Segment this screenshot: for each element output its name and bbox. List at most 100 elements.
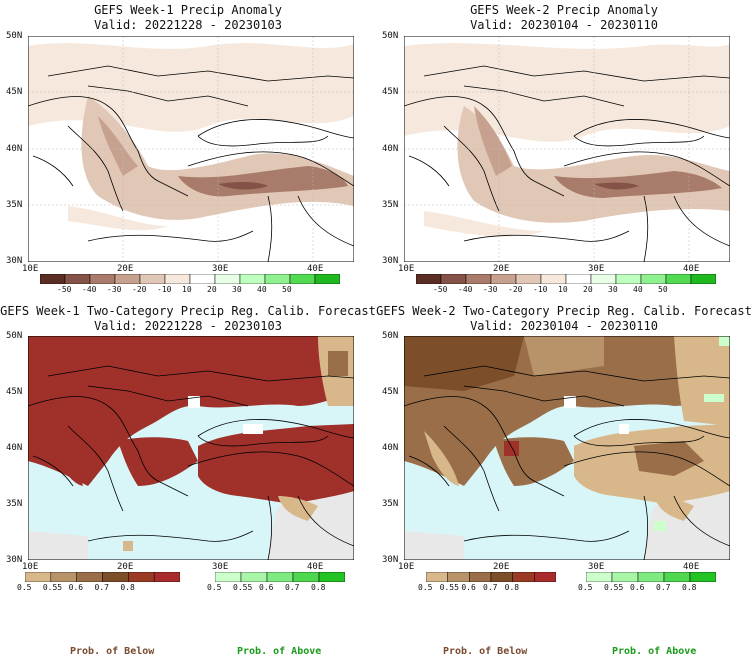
lat-label: 45N	[6, 87, 23, 97]
colorbar-tick-label: 0.55	[42, 583, 63, 592]
lat-label: 35N	[382, 499, 399, 509]
panel-week1-twocat: GEFS Week-1 Two-Category Precip Reg. Cal…	[0, 300, 376, 600]
colorbar-tick-label: 0.8	[682, 583, 697, 592]
prob-above-colorbar-swatch	[215, 572, 242, 582]
lat-label: 40N	[6, 144, 23, 154]
prob-above-colorbar-swatch	[689, 572, 716, 582]
prob-above-colorbar-swatch	[586, 572, 613, 582]
lon-label: 10E	[398, 264, 415, 274]
colorbar-tick-label: -20	[132, 285, 147, 294]
lat-label: 50N	[382, 31, 399, 41]
lon-label: 30E	[212, 264, 229, 274]
prob-above-colorbar-swatch	[637, 572, 665, 582]
colorbar-tick-label: 0.7	[94, 583, 109, 592]
anomaly-colorbar-labels: -50 -40 -30 -20 -10 10 20 30 40 50	[416, 285, 716, 295]
colorbar-tick-label: 0.8	[120, 583, 135, 592]
anomaly-colorbar-swatch	[114, 274, 141, 284]
lat-label: 35N	[382, 200, 399, 210]
colorbar-tick-label: 10	[182, 285, 192, 294]
prob-below-colorbar-swatch	[534, 572, 556, 582]
anomaly-colorbar	[40, 274, 340, 284]
lon-label: 40E	[307, 562, 324, 572]
anomaly-colorbar-swatch	[490, 274, 517, 284]
colorbar-tick-label: -30	[483, 285, 498, 294]
anomaly-colorbar-swatch	[314, 274, 340, 284]
colorbar-tick-label: 0.5	[17, 583, 32, 592]
lon-label: 20E	[493, 562, 510, 572]
prob-above-colorbar	[586, 572, 716, 582]
prob-below-colorbar-swatch	[426, 572, 448, 582]
anomaly-colorbar-swatch	[540, 274, 567, 284]
prob-above-caption: Prob. of Above	[612, 646, 697, 657]
prob-above-colorbar-swatch	[292, 572, 320, 582]
prob-above-colorbar-labels: 0.5 0.55 0.6 0.7 0.8	[207, 583, 345, 593]
anomaly-colorbar-swatch	[64, 274, 91, 284]
anomaly-colorbar-swatch	[214, 274, 241, 284]
colorbar-tick-label: -40	[82, 285, 97, 294]
lon-label: 30E	[588, 562, 605, 572]
colorbar-tick-label: 0.5	[578, 583, 593, 592]
panel-title: GEFS Week-1 Two-Category Precip Reg. Cal…	[0, 304, 376, 318]
lon-label: 20E	[493, 264, 510, 274]
panel-valid-date: Valid: 20230104 - 20230110	[470, 319, 658, 333]
colorbar-tick-label: 40	[633, 285, 643, 294]
panel-title: GEFS Week-2 Two-Category Precip Reg. Cal…	[376, 304, 752, 318]
prob-below-colorbar-swatch	[25, 572, 52, 582]
colorbar-tick-label: 50	[282, 285, 292, 294]
colorbar-tick-label: 30	[608, 285, 618, 294]
lon-label: 40E	[683, 562, 700, 572]
lat-label: 45N	[382, 387, 399, 397]
lat-label: 30N	[382, 256, 399, 266]
colorbar-tick-label: 0.5	[207, 583, 222, 592]
probability-map	[28, 336, 354, 560]
anomaly-colorbar-swatch	[416, 274, 442, 284]
colorbar-tick-label: -10	[533, 285, 548, 294]
panel-week2-twocat: GEFS Week-2 Two-Category Precip Reg. Cal…	[376, 300, 752, 600]
prob-above-caption: Prob. of Above	[237, 646, 322, 657]
lon-label: 10E	[398, 562, 415, 572]
prob-below-colorbar	[25, 572, 180, 582]
prob-above-colorbar-swatch	[611, 572, 639, 582]
anomaly-colorbar	[416, 274, 716, 284]
colorbar-tick-label: 30	[232, 285, 242, 294]
anomaly-colorbar-swatch	[139, 274, 166, 284]
prob-above-colorbar-swatch	[318, 572, 345, 582]
lon-label: 20E	[117, 264, 134, 274]
lon-label: 30E	[212, 562, 229, 572]
probability-map	[404, 336, 730, 560]
colorbar-tick-label: 20	[207, 285, 217, 294]
colorbar-tick-label: 20	[583, 285, 593, 294]
prob-above-colorbar-swatch	[663, 572, 691, 582]
anomaly-colorbar-swatch	[465, 274, 492, 284]
anomaly-map	[404, 36, 730, 262]
prob-below-colorbar-swatch	[102, 572, 129, 582]
lat-label: 30N	[6, 555, 23, 565]
prob-below-colorbar-swatch	[76, 572, 103, 582]
prob-above-colorbar-swatch	[266, 572, 294, 582]
anomaly-map	[28, 36, 354, 262]
colorbar-tick-label: 0.6	[68, 583, 84, 592]
anomaly-colorbar-swatch	[640, 274, 667, 284]
panel-week1-anomaly: GEFS Week-1 Precip Anomaly Valid: 202212…	[0, 0, 376, 300]
lon-label: 40E	[683, 264, 700, 274]
prob-below-colorbar	[426, 572, 556, 582]
lat-label: 35N	[6, 499, 23, 509]
anomaly-colorbar-swatch	[690, 274, 716, 284]
anomaly-colorbar-swatch	[164, 274, 191, 284]
anomaly-colorbar-swatch	[515, 274, 542, 284]
prob-below-colorbar-swatch	[447, 572, 470, 582]
colorbar-tick-label: 0.5	[418, 583, 433, 592]
colorbar-tick-label: 0.55	[439, 583, 459, 592]
prob-above-colorbar	[215, 572, 345, 582]
anomaly-colorbar-labels: -50 -40 -30 -20 -10 10 20 30 40 50	[40, 285, 340, 295]
lon-label: 40E	[307, 264, 324, 274]
prob-below-colorbar-swatch	[490, 572, 513, 582]
anomaly-colorbar-swatch	[89, 274, 116, 284]
prob-below-colorbar-labels: 0.5 0.55 0.6 0.7 0.8	[418, 583, 556, 593]
prob-below-colorbar-swatch	[153, 572, 180, 582]
lat-label: 40N	[382, 443, 399, 453]
colorbar-tick-label: 0.8	[311, 583, 326, 592]
anomaly-colorbar-swatch	[239, 274, 266, 284]
colorbar-tick-label: 0.55	[233, 583, 253, 592]
panel-title: GEFS Week-1 Precip Anomaly	[94, 3, 282, 17]
